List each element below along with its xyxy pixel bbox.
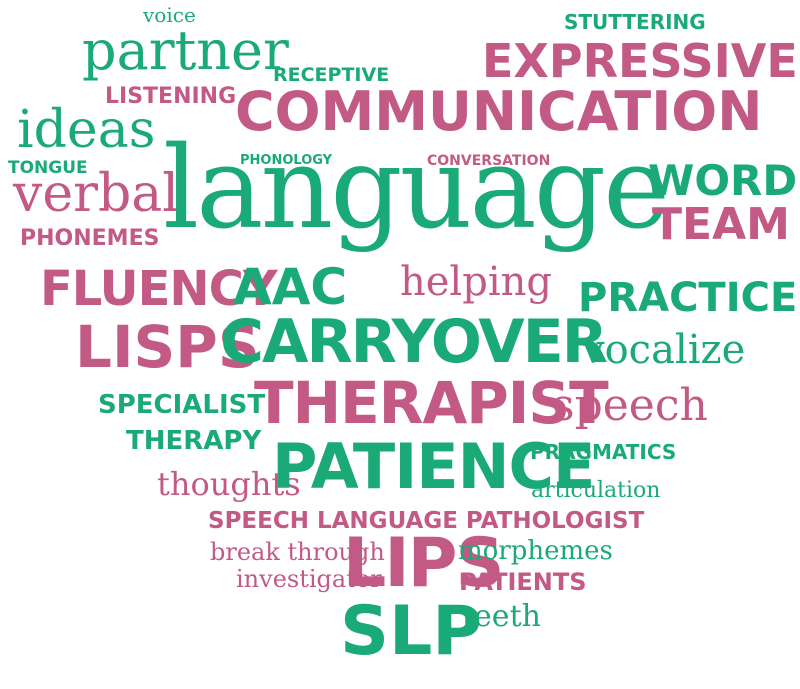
word-partner: partner bbox=[82, 19, 289, 82]
word-lips: LIPS bbox=[343, 524, 504, 603]
word-patients: PATIENTS bbox=[459, 568, 587, 596]
word-voice: voice bbox=[143, 3, 196, 27]
word-patience: PATIENCE bbox=[272, 430, 595, 503]
word-therapist: THERAPIST bbox=[254, 369, 609, 437]
word-tongue: TONGUE bbox=[8, 158, 88, 178]
word-pragmatics: PRAGMATICS bbox=[530, 440, 677, 464]
word-verbal: verbal bbox=[13, 164, 179, 224]
word-teeth: teeth bbox=[462, 599, 541, 634]
word-phonemes: PHONEMES bbox=[20, 226, 160, 251]
word-receptive: RECEPTIVE bbox=[273, 64, 390, 86]
word-team: TEAM bbox=[652, 199, 790, 250]
word-slp: SLP bbox=[340, 592, 483, 671]
word-communication: COMMUNICATION bbox=[235, 80, 763, 143]
word-carryover: CARRYOVER bbox=[220, 307, 608, 377]
word-practice: PRACTICE bbox=[578, 275, 798, 321]
word-language: language bbox=[163, 122, 670, 254]
word-phonology: PHONOLOGY bbox=[240, 153, 333, 168]
word-speech: speech bbox=[552, 380, 708, 431]
word-expressive: EXPRESSIVE bbox=[482, 34, 798, 88]
word-articulation: articulation bbox=[531, 478, 661, 503]
word-investigator: investigator bbox=[236, 565, 382, 593]
word-break-through: break through bbox=[210, 538, 385, 566]
word-thoughts: thoughts bbox=[157, 465, 301, 503]
word-speech-language-pathologist: SPEECH LANGUAGE PATHOLOGIST bbox=[208, 508, 645, 534]
word-conversation: CONVERSATION bbox=[427, 153, 551, 169]
word-stuttering: STUTTERING bbox=[564, 10, 706, 34]
word-vocalize: vocalize bbox=[582, 327, 746, 373]
word-fluency: FLUENCY bbox=[40, 261, 278, 317]
word-helping: helping bbox=[400, 259, 552, 305]
word-lisps: LISPS bbox=[75, 313, 260, 381]
word-aac: AAC bbox=[233, 258, 348, 316]
word-specialist: SPECIALIST bbox=[98, 390, 266, 420]
word-therapy: THERAPY bbox=[126, 426, 262, 456]
word-morphemes: morphemes bbox=[458, 536, 613, 566]
word-words: WORDS bbox=[648, 156, 800, 205]
word-listening: LISTENING bbox=[105, 84, 237, 109]
word-ideas: ideas bbox=[17, 100, 156, 160]
